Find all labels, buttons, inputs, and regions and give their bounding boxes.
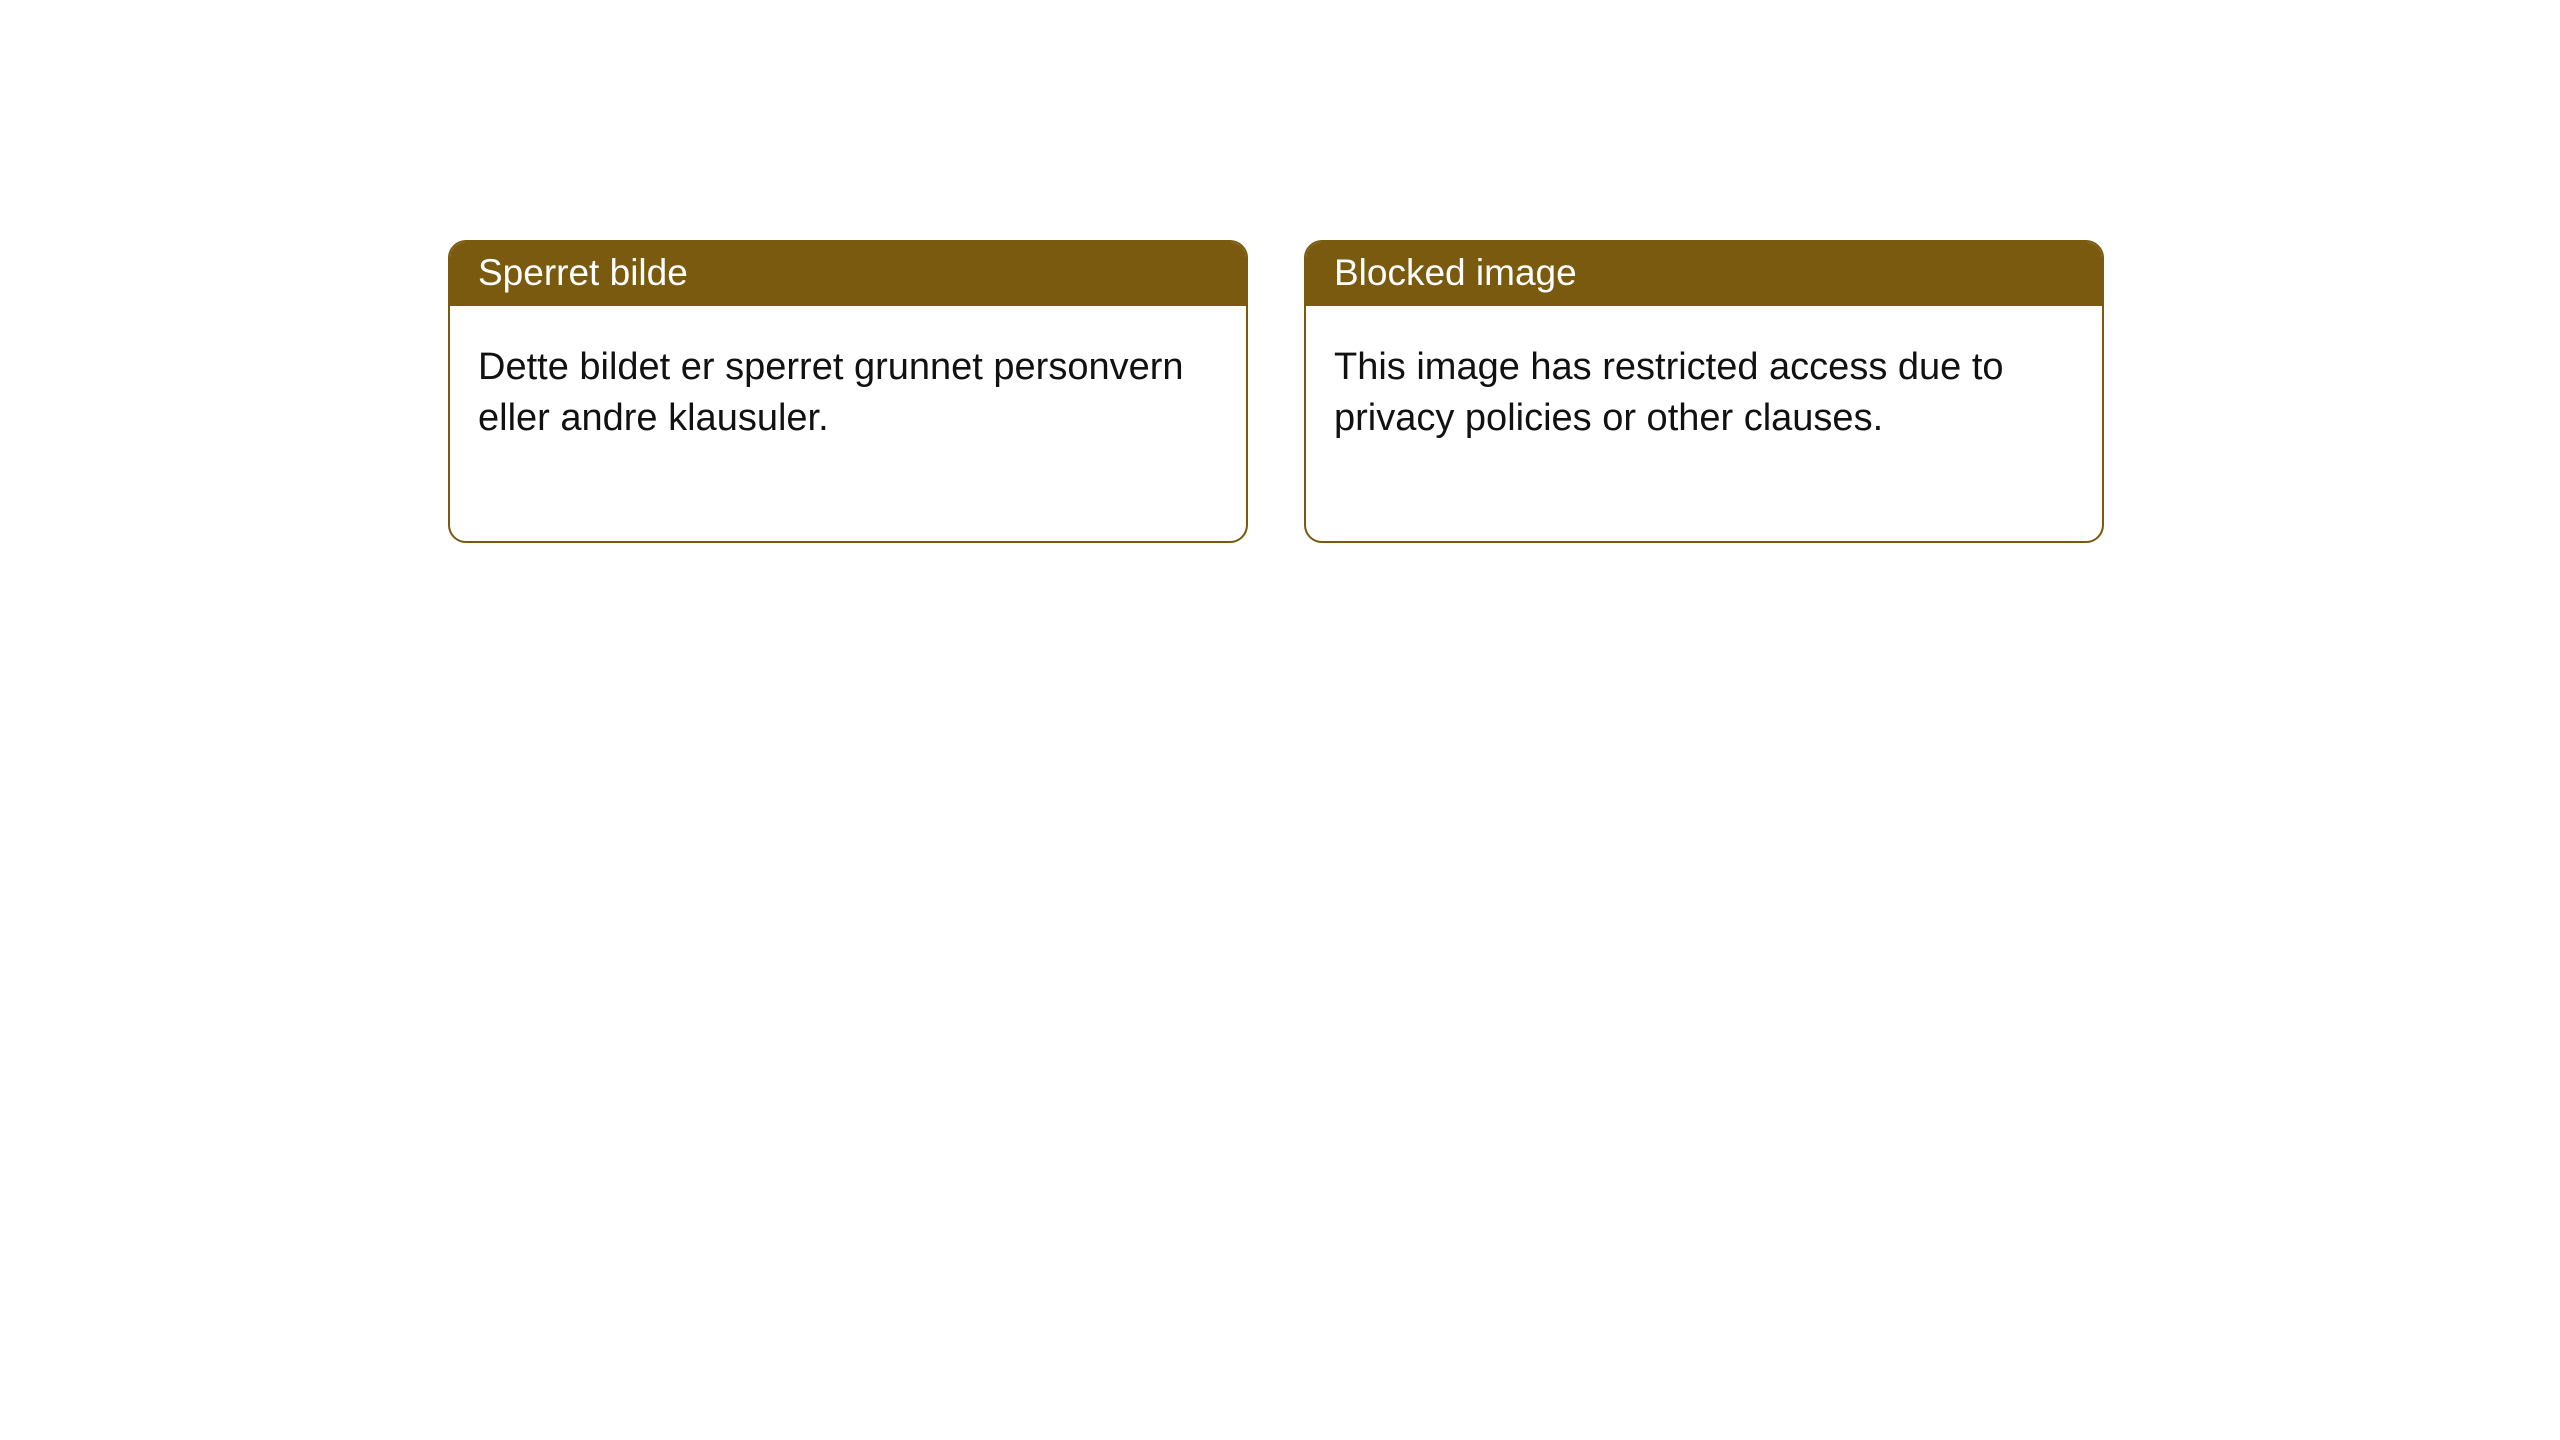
- blocked-image-card-no: Sperret bilde Dette bildet er sperret gr…: [448, 240, 1248, 543]
- card-title: Sperret bilde: [478, 252, 688, 293]
- card-header: Blocked image: [1306, 242, 2102, 306]
- card-body-text: This image has restricted access due to …: [1334, 346, 2004, 439]
- card-title: Blocked image: [1334, 252, 1577, 293]
- card-header: Sperret bilde: [450, 242, 1246, 306]
- card-body: Dette bildet er sperret grunnet personve…: [450, 306, 1246, 541]
- card-body-text: Dette bildet er sperret grunnet personve…: [478, 346, 1184, 439]
- blocked-image-card-en: Blocked image This image has restricted …: [1304, 240, 2104, 543]
- cards-container: Sperret bilde Dette bildet er sperret gr…: [0, 0, 2560, 543]
- card-body: This image has restricted access due to …: [1306, 306, 2102, 541]
